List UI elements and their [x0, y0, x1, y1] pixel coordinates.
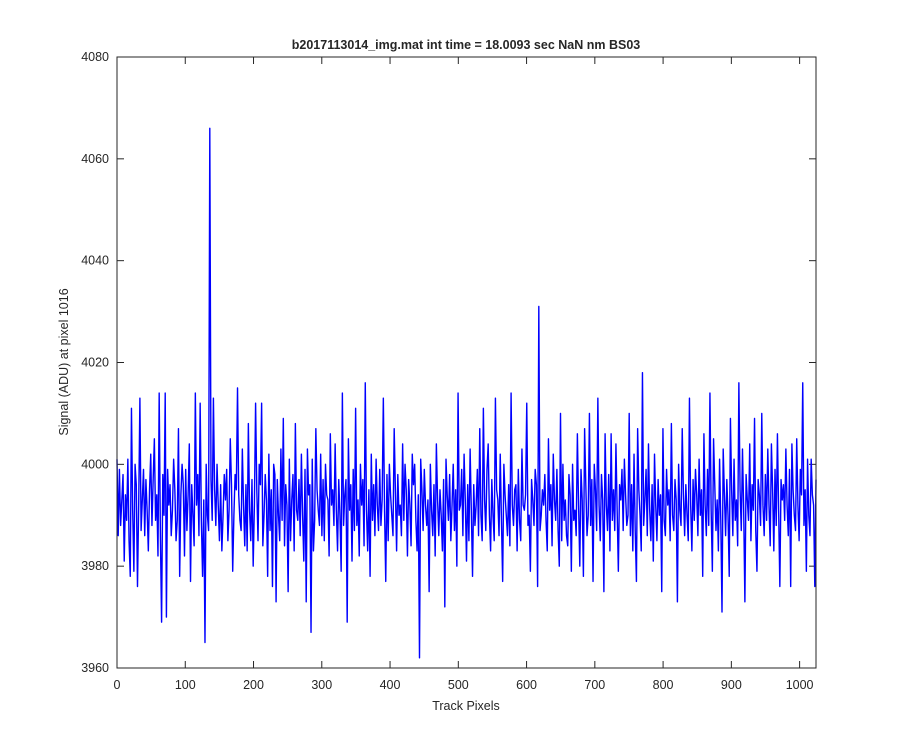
y-tick-label: 3960 [81, 661, 109, 675]
x-tick-label: 900 [721, 678, 742, 692]
signal-series-line [116, 127, 817, 659]
x-tick-label: 500 [448, 678, 469, 692]
x-tick-label: 800 [653, 678, 674, 692]
x-tick-label: 100 [175, 678, 196, 692]
x-axis-ticks: 0 100 200 300 400 500 600 700 800 900 1000 [114, 57, 814, 692]
x-tick-label: 1000 [786, 678, 814, 692]
y-axis-label: Signal (ADU) at pixel 1016 [57, 288, 71, 435]
y-tick-label: 4020 [81, 356, 109, 370]
plot-background [117, 57, 816, 668]
x-tick-label: 700 [584, 678, 605, 692]
x-tick-label: 400 [380, 678, 401, 692]
chart-title: b2017113014_img.mat int time = 18.0093 s… [292, 38, 641, 52]
x-tick-label: 300 [311, 678, 332, 692]
x-tick-label: 0 [114, 678, 121, 692]
x-tick-label: 200 [243, 678, 264, 692]
axes-box [116, 56, 817, 669]
y-tick-label: 4060 [81, 152, 109, 166]
y-tick-label: 3980 [81, 559, 109, 573]
y-tick-label: 4040 [81, 254, 109, 268]
y-tick-label: 4080 [81, 50, 109, 64]
y-tick-label: 4000 [81, 457, 109, 471]
x-axis-label: Track Pixels [432, 699, 500, 713]
x-tick-label: 600 [516, 678, 537, 692]
